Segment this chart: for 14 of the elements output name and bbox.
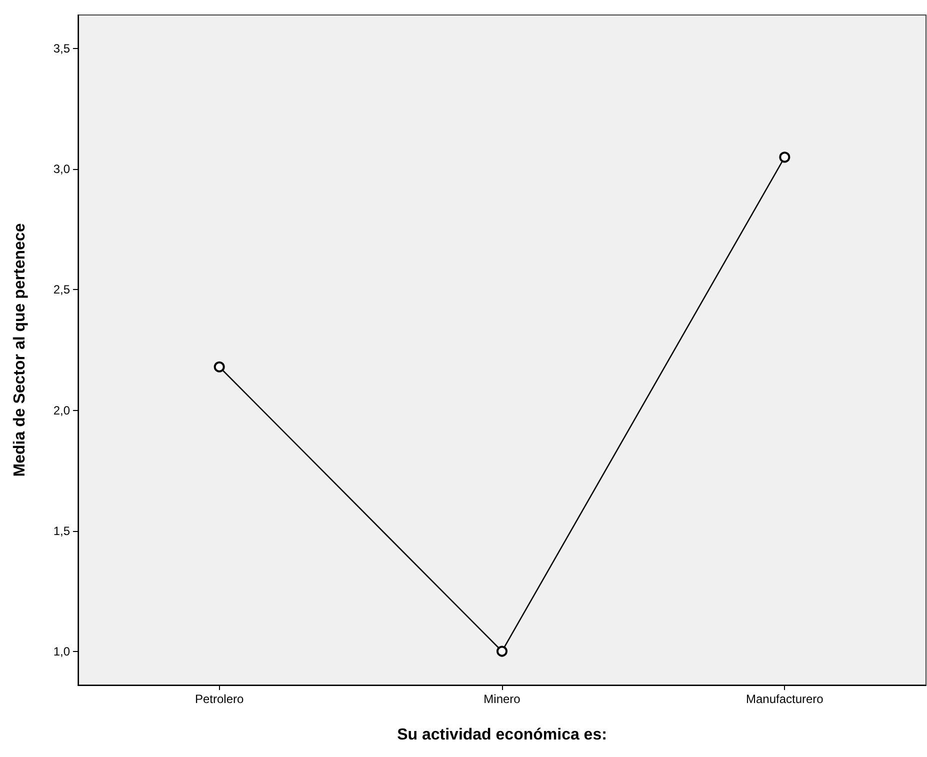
y-tick-label: 2,5: [53, 282, 70, 297]
point: [214, 361, 225, 372]
y-tick-label: 2,0: [53, 403, 70, 418]
y-tick-label: 3,0: [53, 162, 70, 176]
y-tick-label: 3,5: [53, 42, 70, 56]
y-tick-label: 1,0: [53, 644, 70, 658]
point: [779, 152, 790, 163]
y-tick-label: 1,5: [53, 524, 70, 538]
x-tick-label: Petrolero: [194, 692, 244, 706]
x-axis-title: Su actividad económica es:: [397, 726, 607, 744]
point: [496, 646, 508, 657]
x-tick-label: Minero: [484, 692, 521, 706]
x-tick-label: Manufacturero: [746, 692, 824, 706]
y-axis-title: Media de Sector al que pertenece: [12, 223, 28, 477]
